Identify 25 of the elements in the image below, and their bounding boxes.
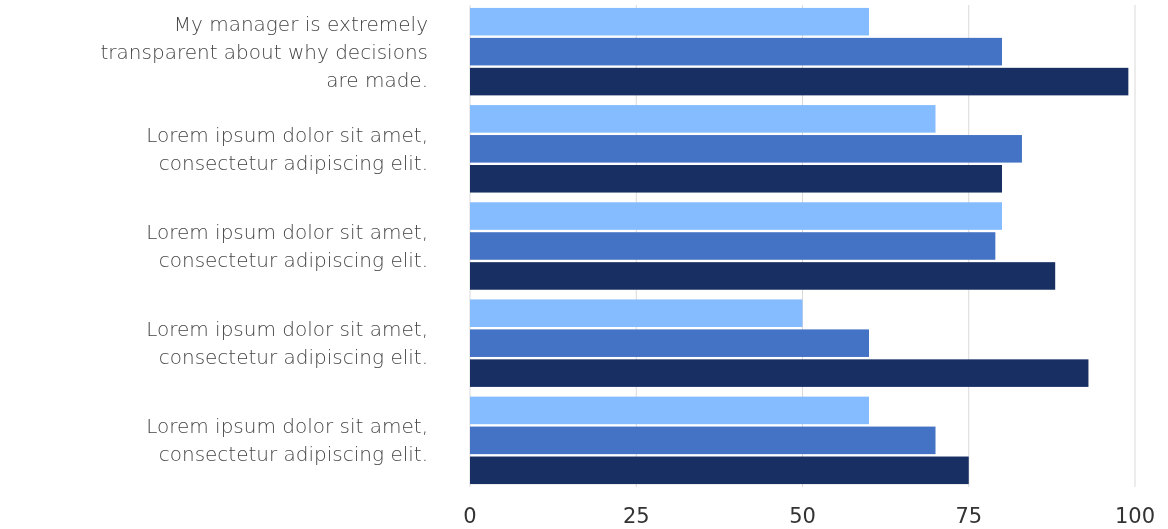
y-tick-label: My manager is extremely transparent about why decisions are made. bbox=[100, 11, 428, 92]
x-tick-label: 100 bbox=[1114, 504, 1156, 528]
bar bbox=[470, 329, 869, 357]
bar bbox=[470, 426, 936, 455]
bar bbox=[470, 299, 803, 327]
y-tick-label: Lorem ipsum dolor sit amet, consectetur adipiscing elit. bbox=[146, 122, 428, 175]
x-tick-label: 50 bbox=[789, 504, 816, 528]
bar bbox=[470, 67, 1129, 96]
bar bbox=[470, 165, 1002, 193]
bar bbox=[470, 105, 936, 133]
bar bbox=[470, 135, 1022, 163]
bar bbox=[470, 456, 969, 485]
x-tick-label: 75 bbox=[955, 504, 983, 528]
bar bbox=[470, 232, 996, 260]
bar bbox=[470, 37, 1002, 66]
y-tick-label: Lorem ipsum dolor sit amet, consectetur adipiscing elit. bbox=[146, 317, 428, 370]
x-tick-label: 0 bbox=[463, 504, 477, 528]
y-tick-label: Lorem ipsum dolor sit amet, consectetur adipiscing elit. bbox=[146, 414, 428, 467]
bar bbox=[470, 202, 1002, 230]
bar bbox=[470, 262, 1056, 290]
bar bbox=[470, 7, 869, 36]
x-tick-label: 25 bbox=[622, 504, 650, 528]
y-tick-label: Lorem ipsum dolor sit amet, consectetur adipiscing elit. bbox=[146, 220, 428, 272]
bar bbox=[470, 396, 869, 425]
bar bbox=[470, 359, 1089, 387]
